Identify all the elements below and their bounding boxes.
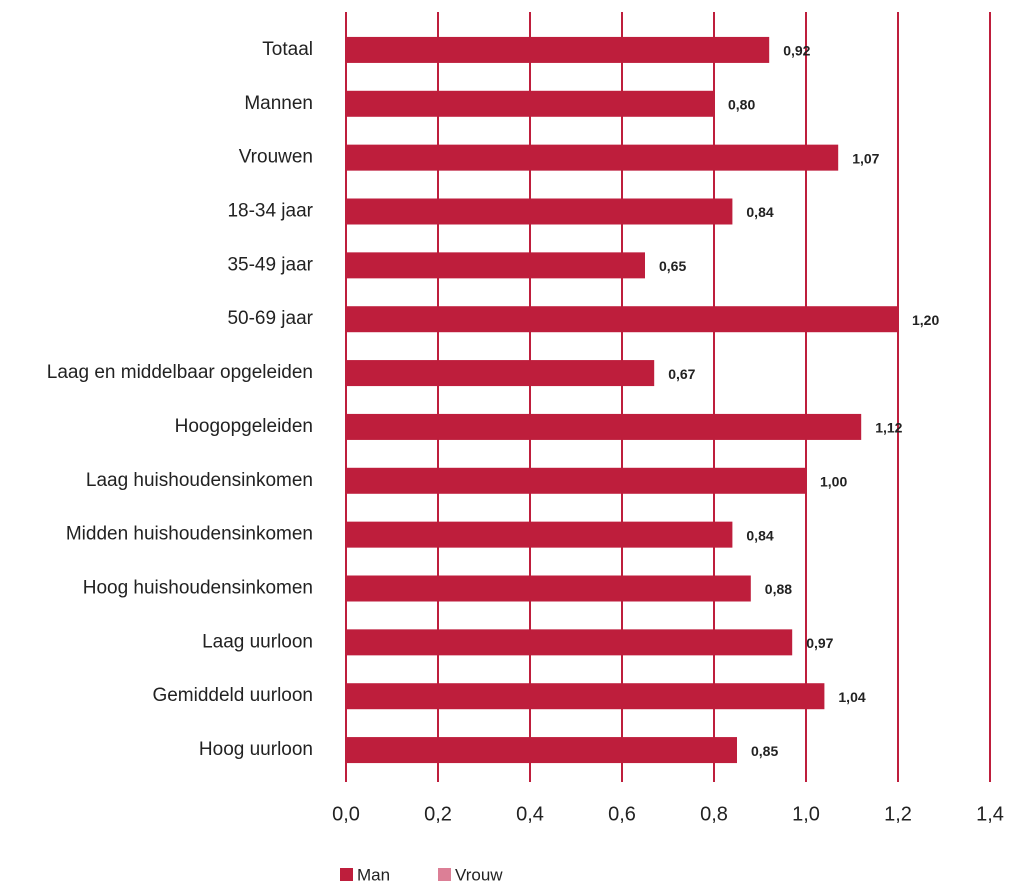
bar bbox=[346, 360, 655, 387]
y-tick-label: Hoogopgeleiden bbox=[175, 416, 313, 437]
x-tick-label: 0,6 bbox=[608, 803, 636, 825]
bar bbox=[346, 737, 737, 764]
y-tick-label: Laag uurloon bbox=[202, 631, 313, 652]
legend-label: Vrouw bbox=[455, 865, 503, 884]
y-tick-label: 50-69 jaar bbox=[227, 308, 313, 329]
bar bbox=[346, 629, 793, 656]
value-label: 0,67 bbox=[668, 366, 695, 382]
y-tick-label: Hoog huishoudensinkomen bbox=[83, 578, 313, 599]
x-tick-label: 1,2 bbox=[884, 803, 912, 825]
value-label: 0,84 bbox=[746, 204, 773, 220]
y-tick-label: Midden huishoudensinkomen bbox=[66, 524, 313, 545]
bar bbox=[346, 306, 898, 333]
y-tick-label: Totaal bbox=[262, 39, 313, 60]
y-tick-label: Vrouwen bbox=[239, 147, 313, 168]
value-label: 0,88 bbox=[765, 581, 792, 597]
x-tick-label: 0,8 bbox=[700, 803, 728, 825]
value-label: 0,80 bbox=[728, 96, 755, 112]
y-tick-label: Laag huishoudensinkomen bbox=[86, 470, 313, 491]
bar bbox=[346, 144, 839, 171]
legend-swatch bbox=[340, 868, 353, 881]
value-label: 0,65 bbox=[659, 258, 686, 274]
value-label: 1,07 bbox=[852, 150, 879, 166]
x-tick-label: 1,4 bbox=[976, 803, 1004, 825]
x-tick-label: 1,0 bbox=[792, 803, 820, 825]
y-tick-label: Hoog uurloon bbox=[199, 739, 313, 760]
y-tick-label: 18-34 jaar bbox=[227, 201, 313, 222]
bar bbox=[346, 252, 645, 279]
value-label: 1,20 bbox=[912, 312, 939, 328]
value-label: 0,97 bbox=[806, 635, 833, 651]
legend-swatch bbox=[438, 868, 451, 881]
value-label: 1,12 bbox=[875, 420, 902, 436]
value-label: 1,04 bbox=[838, 689, 865, 705]
bar bbox=[346, 36, 770, 63]
x-tick-label: 0,4 bbox=[516, 803, 544, 825]
bar bbox=[346, 90, 714, 117]
x-tick-label: 0,0 bbox=[332, 803, 360, 825]
y-tick-label: 35-49 jaar bbox=[227, 254, 313, 275]
value-label: 1,00 bbox=[820, 473, 847, 489]
value-label: 0,84 bbox=[746, 527, 773, 543]
bar bbox=[346, 575, 751, 602]
y-tick-label: Gemiddeld uurloon bbox=[152, 685, 313, 706]
bar bbox=[346, 521, 733, 548]
bar bbox=[346, 683, 825, 710]
legend-label: Man bbox=[357, 865, 390, 884]
bar bbox=[346, 467, 806, 494]
y-tick-label: Mannen bbox=[244, 93, 313, 114]
x-tick-label: 0,2 bbox=[424, 803, 452, 825]
value-label: 0,85 bbox=[751, 743, 778, 759]
bar bbox=[346, 413, 862, 440]
y-tick-label: Laag en middelbaar opgeleiden bbox=[47, 362, 313, 383]
value-label: 0,92 bbox=[783, 43, 810, 59]
bar bbox=[346, 198, 733, 225]
